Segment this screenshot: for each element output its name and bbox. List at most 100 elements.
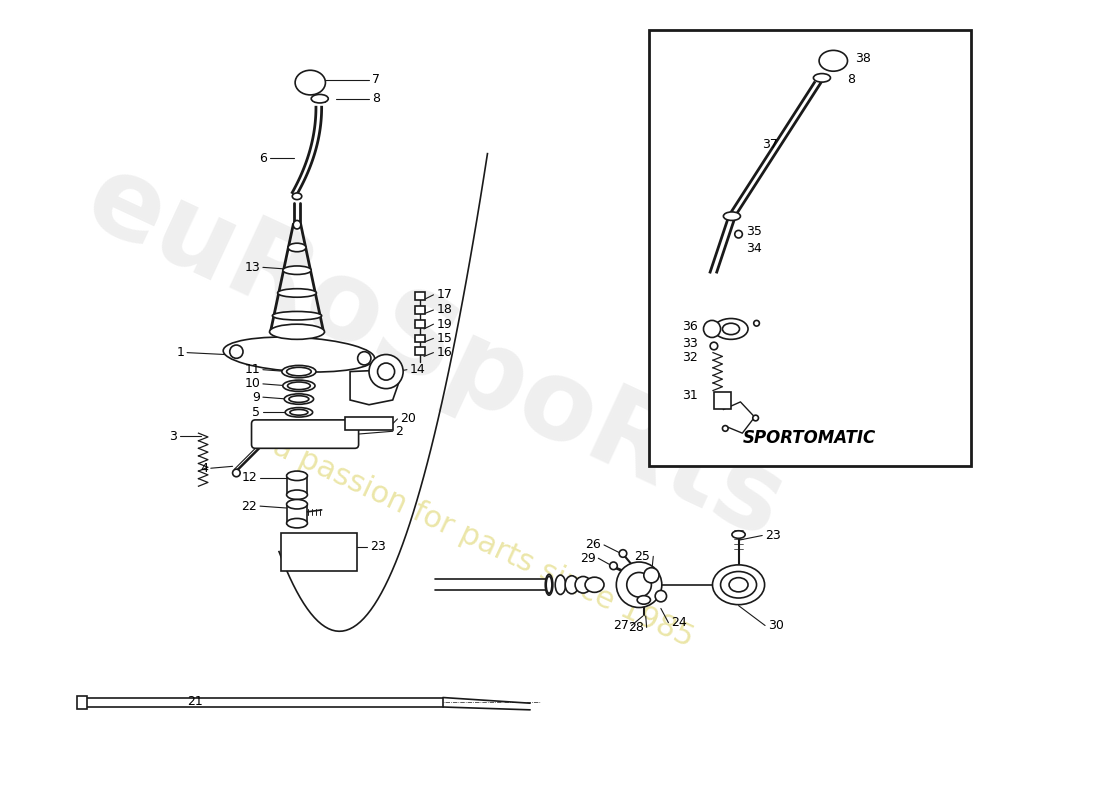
Ellipse shape [287,490,307,499]
FancyBboxPatch shape [252,420,359,448]
Ellipse shape [287,367,311,376]
Ellipse shape [720,571,757,598]
Text: 36: 36 [682,319,697,333]
Text: 30: 30 [768,619,784,632]
Text: 14: 14 [410,363,426,376]
Ellipse shape [416,307,425,313]
Text: 22: 22 [242,500,257,513]
Text: 29: 29 [580,552,595,565]
Text: 12: 12 [242,471,257,484]
Text: 20: 20 [400,413,416,426]
Ellipse shape [546,574,553,595]
Text: 32: 32 [682,351,697,364]
Bar [416,334,425,342]
Ellipse shape [723,323,739,334]
Text: 19: 19 [437,318,452,330]
Ellipse shape [283,380,315,391]
Bar [416,347,425,354]
Circle shape [232,469,240,477]
Text: 31: 31 [682,389,697,402]
Text: 28: 28 [628,621,643,634]
Text: 35: 35 [747,225,762,238]
Text: 5: 5 [252,406,260,419]
Circle shape [752,415,759,421]
Ellipse shape [287,471,307,481]
Ellipse shape [273,311,321,320]
Ellipse shape [289,396,309,402]
Text: 24: 24 [671,616,688,629]
Ellipse shape [277,289,317,298]
Bar [416,321,425,328]
Ellipse shape [293,193,301,200]
Bar [82,698,443,707]
Bar [77,696,87,709]
Polygon shape [350,370,399,405]
Ellipse shape [283,266,311,274]
Circle shape [230,345,243,358]
Circle shape [723,426,728,431]
Text: 27: 27 [613,619,628,632]
Circle shape [619,550,627,558]
Text: euRoSpoRts: euRoSpoRts [69,144,801,561]
Text: 11: 11 [244,363,260,376]
Text: 3: 3 [168,430,177,442]
Bar [345,417,393,430]
Ellipse shape [284,394,314,404]
Text: 13: 13 [244,261,260,274]
Circle shape [644,568,659,583]
Text: 38: 38 [855,52,871,66]
Circle shape [704,321,720,338]
Bar [280,533,356,570]
Text: 23: 23 [370,540,386,554]
Text: 6: 6 [258,152,266,165]
Ellipse shape [416,335,425,342]
Text: SPORTOMATIC: SPORTOMATIC [742,429,877,447]
Circle shape [711,342,717,350]
Ellipse shape [287,518,307,528]
Ellipse shape [713,565,764,605]
Text: a passion for parts since 1985: a passion for parts since 1985 [267,431,697,653]
Text: 7: 7 [372,74,379,86]
Text: 15: 15 [437,332,452,345]
Ellipse shape [290,410,308,415]
Ellipse shape [270,324,324,339]
Text: 2: 2 [396,425,404,438]
Ellipse shape [288,243,306,252]
Ellipse shape [637,596,650,604]
Ellipse shape [295,70,326,95]
Text: 18: 18 [437,303,452,317]
Text: 8: 8 [372,92,379,105]
Text: 17: 17 [437,288,452,302]
Circle shape [358,352,371,365]
Text: 23: 23 [766,529,781,542]
Ellipse shape [732,530,745,538]
Ellipse shape [729,578,748,592]
Text: 8: 8 [847,74,856,86]
Circle shape [609,562,617,570]
Ellipse shape [724,212,740,221]
Bar [416,306,425,314]
Circle shape [735,230,743,238]
Text: 33: 33 [682,337,697,350]
Text: 37: 37 [762,138,779,150]
Text: 34: 34 [747,242,762,255]
Circle shape [754,321,759,326]
Text: 9: 9 [252,390,260,404]
Text: 10: 10 [244,378,260,390]
Bar [649,30,970,466]
Circle shape [616,562,662,607]
Ellipse shape [287,499,307,509]
Text: 4: 4 [200,462,208,474]
Text: 1: 1 [176,346,185,359]
Text: 21: 21 [187,695,204,708]
Circle shape [656,590,667,602]
Circle shape [377,363,395,380]
Circle shape [368,354,403,389]
Ellipse shape [714,318,748,339]
Ellipse shape [556,575,565,594]
Ellipse shape [287,382,310,390]
Text: 16: 16 [437,346,452,359]
Ellipse shape [223,337,375,372]
Bar [714,393,732,410]
Ellipse shape [575,577,591,593]
